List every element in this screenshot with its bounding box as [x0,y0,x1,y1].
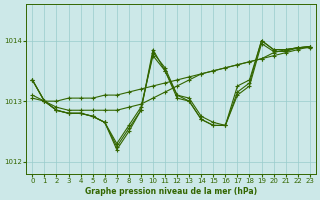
X-axis label: Graphe pression niveau de la mer (hPa): Graphe pression niveau de la mer (hPa) [85,187,257,196]
